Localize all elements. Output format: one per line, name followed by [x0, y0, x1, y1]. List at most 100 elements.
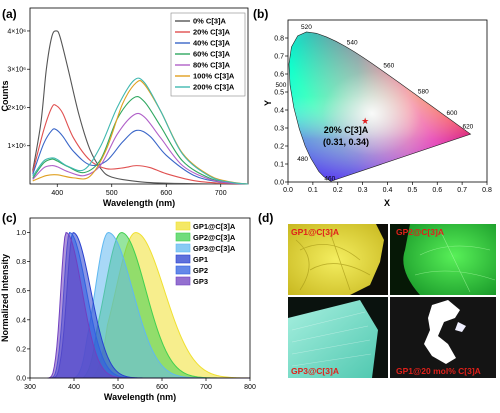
photo-gp1-20mol-c3a: GP1@20 mol% C[3]A: [390, 297, 496, 378]
wavelength-label-480: 480: [297, 156, 308, 163]
panel-d-photographs: (d) GP1@C[3]A GP2@C[3]A GP3@C[3]A GP1: [258, 211, 496, 378]
x-tick-label: 700: [200, 384, 212, 391]
y-tick-label: 0.7: [274, 54, 284, 61]
photo-gp2-c3a: GP2@C[3]A: [390, 224, 496, 295]
x-tick-label: 0.6: [432, 187, 442, 194]
x-tick-label: 0.8: [482, 187, 492, 194]
series-line-20-c-3-a: [32, 104, 249, 185]
photo-1-caption: GP1@C[3]A: [291, 227, 339, 237]
legend-label: 100% C[3]A: [193, 72, 235, 81]
panel-a-frame: [29, 7, 249, 185]
panel-b-annotation: 20% C[3]A: [324, 125, 369, 135]
x-tick-label: 500: [106, 190, 118, 197]
panel-c-letter: (c): [2, 211, 17, 225]
wavelength-label-580: 580: [418, 88, 429, 95]
y-tick-label: 0.4: [274, 108, 284, 115]
photo-gp1-c3a: GP1@C[3]A: [288, 224, 388, 295]
y-tick-label: 0.2: [274, 144, 284, 151]
x-tick-label: 0.3: [358, 187, 368, 194]
legend-label: 200% C[3]A: [193, 83, 235, 92]
cie-point-star-icon: ★: [361, 117, 369, 127]
series-line-200-c-3-a: [32, 77, 249, 185]
y-tick-label: 1.0: [16, 230, 26, 237]
y-tick-label: 0.1: [274, 162, 284, 169]
y-tick-label: 0.0: [274, 180, 284, 187]
panel-a-xlabel: Wavelength (nm): [103, 198, 175, 208]
panel-b-letter: (b): [253, 7, 268, 21]
legend-label: 20% C[3]A: [193, 28, 231, 37]
y-tick-label: 0.8: [274, 36, 284, 43]
cie-spectral-locus: [288, 31, 472, 182]
x-tick-label: 0.0: [283, 187, 293, 194]
legend-label: 60% C[3]A: [193, 50, 231, 59]
panel-b-ylabel: Y: [263, 100, 273, 106]
photo-4-caption: GP1@20 mol% C[3]A: [396, 366, 481, 376]
panel-b-xlabel: X: [384, 198, 390, 208]
wavelength-label-540: 540: [347, 39, 358, 46]
y-tick-label: 0.5: [274, 90, 284, 97]
legend-swatch: [175, 221, 191, 231]
legend-label: GP3: [193, 277, 208, 286]
panel-c-normalized-spectra: (c) 300 400 500 600 700 800 0.0 0.2 0.4 0.6 0.8 1.0…: [0, 211, 256, 402]
series-line-80-c-3-a: [32, 112, 249, 185]
x-tick-label: 0.5: [408, 187, 418, 194]
y-tick-label: 0.6: [16, 288, 26, 295]
x-tick-label: 400: [68, 384, 80, 391]
legend-swatch: [175, 243, 191, 253]
legend-label: 40% C[3]A: [193, 39, 231, 48]
y-tick-label: 3×10⁶: [7, 67, 26, 74]
x-tick-label: 0.2: [333, 187, 343, 194]
y-tick-label: 0.4: [16, 317, 26, 324]
legend-label: GP1: [193, 255, 208, 264]
y-tick-label: 4×10⁶: [7, 28, 26, 35]
panel-c-ylabel: Normalized Intensity: [0, 254, 10, 342]
y-tick-label: 0.6: [274, 72, 284, 79]
legend-swatch: [175, 254, 191, 264]
legend-swatch: [175, 265, 191, 275]
x-tick-label: 0.4: [383, 187, 393, 194]
cie-color-gamut: [288, 31, 471, 182]
x-tick-label: 700: [215, 190, 227, 197]
panel-b-annotation-coords: (0.31, 0.34): [323, 137, 369, 147]
panel-b-ticks: 0.0 0.1 0.2 0.3 0.4 0.5 0.6 0.7 0.8 0.0 0.1 0.2 0.3 0…: [274, 36, 492, 195]
legend-label: GP1@C[3]A: [193, 222, 236, 231]
legend-label: GP3@C[3]A: [193, 244, 236, 253]
x-tick-label: 600: [160, 190, 172, 197]
legend-swatch: [175, 276, 191, 286]
panel-c-frame: [29, 217, 251, 379]
panel-c-series-areas: [47, 231, 251, 379]
panel-c-ticks: 300 400 500 600 700 800 0.0 0.2 0.4 0.6 0.8 1.0: [16, 230, 256, 391]
panel-a-series-lines: [32, 30, 249, 185]
x-tick-label: 800: [244, 384, 256, 391]
panel-c-legend: GP1@C[3]A GP2@C[3]A GP3@C[3]A GP1 GP2 GP3: [175, 221, 236, 286]
panel-a-emission-spectra: (a) 400 500 600 700 1×10⁶ 2×10⁶ 3×10⁶ 4×10⁶ Wav…: [0, 7, 249, 208]
y-tick-label: 1×10⁶: [7, 143, 26, 150]
y-tick-label: 2×10⁶: [7, 105, 26, 112]
wavelength-label-620: 620: [462, 124, 473, 131]
photo-gp3-c3a: GP3@C[3]A: [288, 297, 388, 378]
x-tick-label: 400: [51, 190, 63, 197]
series-line-0-c-3-a: [32, 30, 249, 185]
legend-label: GP2: [193, 266, 208, 275]
x-tick-label: 300: [24, 384, 36, 391]
y-tick-label: 0.3: [274, 126, 284, 133]
x-tick-label: 0.7: [457, 187, 467, 194]
legend-label: 80% C[3]A: [193, 61, 231, 70]
legend-swatch: [175, 232, 191, 242]
y-tick-label: 0.0: [16, 376, 26, 383]
panel-c-xlabel: Wavelength (nm): [104, 392, 176, 402]
wavelength-label-500: 500: [276, 82, 287, 89]
x-tick-label: 500: [112, 384, 124, 391]
panel-a-legend: 0% C[3]A 20% C[3]A 40% C[3]A 60% C[3]A 80% C…: [170, 12, 246, 97]
wavelength-label-520: 520: [301, 24, 312, 31]
series-line-100-c-3-a: [32, 80, 249, 185]
panel-d-letter: (d): [258, 211, 273, 225]
x-tick-label: 0.1: [308, 187, 318, 194]
x-tick-label: 600: [156, 384, 168, 391]
panel-a-letter: (a): [2, 7, 17, 21]
panel-a-ylabel: Counts: [0, 81, 10, 112]
y-tick-label: 0.8: [16, 259, 26, 266]
panel-b-cie-diagram: (b) 0.0 0.1 0.2 0.3 0.4 0.5 0.6 0.7 0.8 0.0 0.1 0.2…: [253, 7, 492, 208]
series-line-40-c-3-a: [32, 128, 249, 185]
